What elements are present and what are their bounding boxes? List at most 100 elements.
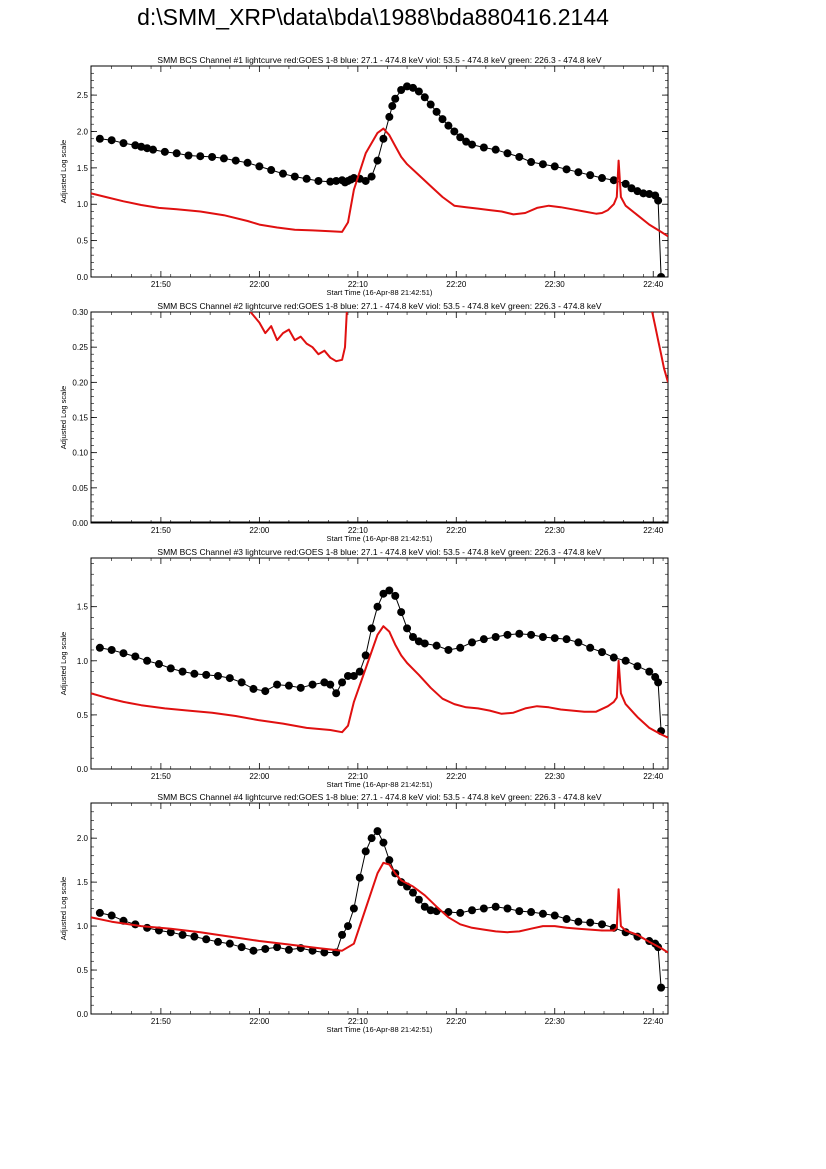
x-tick-label: 22:20	[446, 526, 467, 535]
channel-point	[491, 145, 500, 154]
channel-point	[107, 136, 116, 145]
x-tick-label: 21:50	[151, 526, 172, 535]
channel-point	[450, 127, 459, 136]
channel-point	[562, 165, 571, 174]
x-tick-label: 22:40	[643, 526, 664, 535]
channel-point	[119, 649, 128, 658]
page-title: d:\SMM_XRP\data\bda\1988\bda880416.2144	[137, 4, 609, 30]
channel-point	[225, 674, 234, 683]
panel-1: SMM BCS Channel #1 lightcurve red:GOES 1…	[59, 55, 669, 297]
channel-point	[349, 174, 358, 183]
channel-point	[657, 983, 666, 992]
channel-point	[243, 158, 252, 167]
x-tick-label: 22:10	[348, 1017, 369, 1026]
channel-point	[349, 904, 358, 913]
channel-point	[231, 156, 240, 165]
channel-point	[621, 656, 630, 665]
channel-point	[609, 653, 618, 662]
panel-title: SMM BCS Channel #3 lightcurve red:GOES 1…	[157, 547, 601, 557]
x-axis-label: Start Time (16-Apr-88 21:42:51)	[327, 534, 433, 543]
panel-4: SMM BCS Channel #4 lightcurve red:GOES 1…	[59, 792, 669, 1034]
channel-point	[284, 945, 293, 954]
x-tick-label: 21:50	[151, 280, 172, 289]
y-tick-label: 0.5	[77, 237, 89, 246]
y-tick-label: 0.10	[72, 449, 88, 458]
channel-point	[420, 639, 429, 648]
y-tick-label: 0.20	[72, 378, 88, 387]
channel-point	[355, 667, 364, 676]
x-tick-label: 22:30	[545, 280, 566, 289]
panel-title: SMM BCS Channel #2 lightcurve red:GOES 1…	[157, 301, 601, 311]
channel-point	[343, 922, 352, 931]
channel-point	[119, 139, 128, 148]
channel-point	[249, 684, 258, 693]
panel-2: SMM BCS Channel #2 lightcurve red:GOES 1…	[59, 301, 669, 543]
channel-point	[143, 656, 152, 665]
channel-point	[562, 915, 571, 924]
panel-3: SMM BCS Channel #3 lightcurve red:GOES 1…	[59, 547, 669, 789]
y-tick-label: 1.5	[77, 164, 89, 173]
channel-point	[166, 664, 175, 673]
channel-point	[237, 678, 246, 687]
axes-frame	[90, 311, 669, 524]
y-tick-label: 0.5	[77, 711, 89, 720]
channel-point	[456, 133, 465, 142]
x-tick-label: 22:30	[545, 1017, 566, 1026]
channel-point	[249, 946, 258, 955]
goes-line	[651, 312, 668, 383]
y-axis-label: Adjusted Log scale	[59, 140, 68, 203]
channel-point	[654, 678, 663, 687]
y-tick-label: 1.5	[77, 878, 89, 887]
channel-point	[296, 683, 305, 692]
y-tick-label: 0.0	[77, 273, 89, 282]
x-axis-label: Start Time (16-Apr-88 21:42:51)	[327, 288, 433, 297]
y-tick-label: 2.5	[77, 91, 89, 100]
x-axis-label: Start Time (16-Apr-88 21:42:51)	[327, 1025, 433, 1034]
y-axis-label: Adjusted Log scale	[59, 632, 68, 695]
channel-point	[515, 152, 524, 161]
channel-point	[388, 102, 397, 111]
panel-title: SMM BCS Channel #4 lightcurve red:GOES 1…	[157, 792, 601, 802]
channel-point	[538, 632, 547, 641]
channel-point	[444, 121, 453, 130]
channel-point	[609, 176, 618, 185]
channel-point	[462, 137, 471, 146]
y-tick-label: 0.0	[77, 1010, 89, 1019]
plot-area	[91, 82, 668, 277]
axes-frame	[90, 65, 669, 278]
channel-point	[414, 87, 423, 96]
plot-area	[91, 586, 668, 739]
channel-point	[95, 134, 104, 143]
channel-point	[214, 671, 223, 680]
channel-point	[426, 906, 435, 915]
x-tick-label: 21:50	[151, 772, 172, 781]
channel-point	[468, 638, 477, 647]
x-tick-label: 22:40	[643, 1017, 664, 1026]
channel-point	[178, 667, 187, 676]
x-tick-label: 22:20	[446, 280, 467, 289]
channel-point	[432, 641, 441, 650]
channel-point	[267, 166, 276, 175]
x-tick-label: 22:40	[643, 280, 664, 289]
x-tick-label: 22:20	[446, 1017, 467, 1026]
channel-point	[178, 930, 187, 939]
channel-point	[202, 670, 211, 679]
y-tick-label: 0.00	[72, 519, 88, 528]
channel-point	[95, 643, 104, 652]
channel-point	[527, 908, 536, 917]
x-tick-label: 22:10	[348, 280, 369, 289]
y-tick-label: 2.0	[77, 127, 89, 136]
y-tick-label: 0.25	[72, 343, 88, 352]
channel-point	[456, 908, 465, 917]
x-tick-label: 22:00	[249, 526, 270, 535]
x-tick-label: 22:00	[249, 280, 270, 289]
channel-point	[373, 156, 382, 165]
channel-point	[261, 687, 270, 696]
goes-line	[91, 127, 668, 238]
channel-point	[397, 608, 406, 617]
channel-point	[657, 273, 666, 277]
x-tick-label: 22:00	[249, 772, 270, 781]
channel-point	[379, 838, 388, 847]
channel-point	[237, 943, 246, 952]
